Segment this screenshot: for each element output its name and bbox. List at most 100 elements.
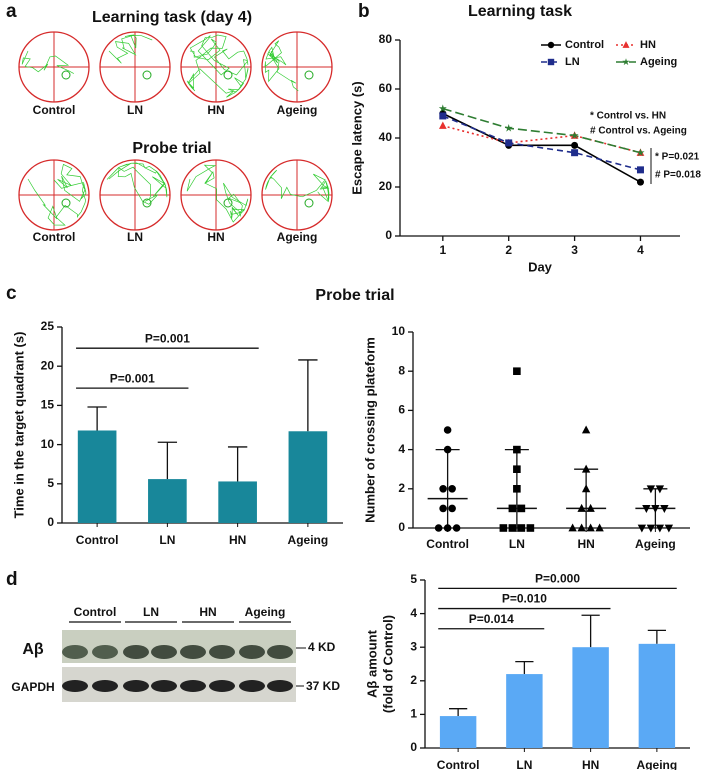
swim-path <box>264 40 299 92</box>
panel-label: a <box>6 1 17 22</box>
chart: 0 5 10 15 20 25 Time in the target quadrant (s… <box>11 319 343 547</box>
x-tick-label: 1 <box>439 243 446 257</box>
marker <box>595 523 604 532</box>
marker <box>636 166 644 174</box>
series-line <box>442 107 641 154</box>
x-tick-label: LN <box>509 537 525 551</box>
comparison-label: P=0.001 <box>145 331 190 345</box>
x-tick-label: LN <box>516 758 532 770</box>
x-tick-label: Ageing <box>637 758 678 770</box>
bar <box>439 716 477 748</box>
bar <box>638 643 676 748</box>
marker <box>637 524 647 533</box>
bar <box>572 647 609 748</box>
maze-label: Control <box>33 230 76 244</box>
y-tick-label: 80 <box>379 32 393 46</box>
maze-label: LN <box>127 103 143 117</box>
marker <box>438 104 447 112</box>
marker <box>636 148 645 157</box>
chart-title: Learning task <box>468 3 572 20</box>
blot-band <box>151 680 177 692</box>
y-tick-label: 60 <box>379 81 393 95</box>
panel-label: b <box>358 1 370 22</box>
blot-band <box>180 680 206 692</box>
marker <box>581 464 591 473</box>
maze-label: Ageing <box>277 103 318 117</box>
marker <box>651 504 660 513</box>
marker <box>443 426 452 434</box>
marker <box>642 504 651 513</box>
swim-path <box>265 169 330 203</box>
y-tick-label: 10 <box>392 324 406 338</box>
marker <box>513 485 521 493</box>
platform <box>304 198 314 208</box>
x-tick-label: 2 <box>505 243 512 257</box>
y-tick-label: 0 <box>47 515 54 529</box>
x-tick-label: HN <box>582 758 599 770</box>
y-tick-label: 0 <box>410 740 417 754</box>
marker <box>646 485 656 494</box>
y-tick-label: 2 <box>398 481 405 495</box>
marker <box>571 149 579 157</box>
marker <box>508 504 517 513</box>
annotation: # P=0.018 <box>655 170 701 181</box>
swim-path <box>186 164 249 223</box>
marker <box>568 523 577 532</box>
marker <box>504 124 513 132</box>
bar <box>218 481 257 523</box>
marker <box>646 524 656 533</box>
platform <box>142 198 152 208</box>
marker <box>586 523 595 532</box>
marker <box>452 524 461 532</box>
x-tick-label: HN <box>229 533 246 547</box>
x-axis-label: Day <box>528 259 553 274</box>
y-axis-label: Number of crossing plateform <box>362 337 377 523</box>
y-tick-label: 0 <box>398 520 405 534</box>
blot-size: 4 KD <box>308 640 336 654</box>
x-tick-label: Control <box>76 533 119 547</box>
chart: 0 1 2 3 4 5 Aβ amount (fold of Control) Control L… <box>364 572 690 770</box>
marker <box>664 524 674 533</box>
marker <box>448 485 456 493</box>
y-tick-label: 20 <box>379 179 393 193</box>
marker <box>577 523 586 532</box>
marker <box>517 504 526 513</box>
marker <box>513 445 521 454</box>
marker <box>622 41 630 48</box>
annotation: * Control vs. HN <box>590 111 666 122</box>
marker <box>508 524 517 532</box>
marker <box>439 112 447 120</box>
marker <box>581 484 591 493</box>
marker <box>517 524 526 532</box>
blot-band <box>62 680 88 692</box>
marker <box>505 139 513 147</box>
x-tick-label: LN <box>159 533 175 547</box>
y-tick-label: 5 <box>47 476 54 490</box>
y-tick-label: 10 <box>41 437 55 451</box>
blot-group: Ageing <box>245 605 286 619</box>
blot-group: LN <box>143 605 159 619</box>
marker <box>513 465 521 473</box>
marker <box>636 178 644 186</box>
marker <box>443 524 452 532</box>
platform <box>223 198 233 208</box>
blot-band <box>267 680 293 692</box>
swim-path <box>21 50 74 74</box>
blot-band <box>239 680 265 692</box>
blot-band <box>92 680 118 692</box>
y-tick-label: 5 <box>410 572 417 586</box>
y-tick-label: 40 <box>379 130 393 144</box>
marker <box>622 58 630 66</box>
marker <box>443 445 452 454</box>
blot-band <box>209 645 235 659</box>
platform <box>61 70 71 80</box>
y-tick-label: 1 <box>410 707 417 721</box>
y-tick-label: 25 <box>41 319 55 333</box>
chart: 0 20 40 60 80 Escape latency (s) Learning task… <box>349 3 701 274</box>
marker <box>655 524 665 533</box>
legend-label: Ageing <box>640 56 677 68</box>
maze-label: Control <box>33 103 76 117</box>
marker <box>448 504 456 513</box>
maze-label: HN <box>207 103 224 117</box>
